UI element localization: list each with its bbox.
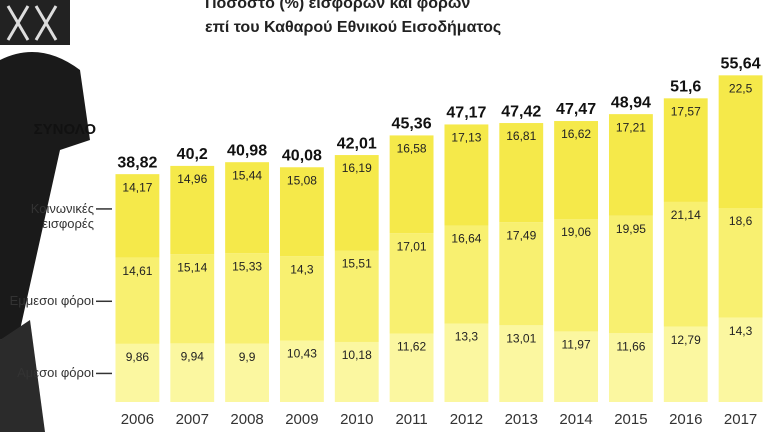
- value-label: 11,66: [616, 339, 645, 353]
- x-tick-label: 2012: [450, 411, 483, 428]
- total-value: 55,64: [721, 56, 761, 73]
- value-label: 16,62: [561, 127, 591, 141]
- value-label: 19,95: [616, 222, 646, 236]
- legend-label: Εμμεσοι φόροι: [8, 293, 94, 308]
- x-tick-label: 2017: [724, 411, 757, 428]
- value-label: 17,21: [616, 120, 646, 134]
- value-label: 14,3: [290, 262, 314, 276]
- value-label: 15,14: [177, 260, 207, 274]
- total-value: 38,82: [117, 154, 157, 171]
- value-label: 9,86: [126, 350, 150, 364]
- total-value: 40,08: [282, 147, 322, 164]
- x-tick-label: 2008: [230, 411, 263, 428]
- value-label: 14,61: [122, 264, 152, 278]
- total-value: 40,98: [227, 142, 267, 159]
- value-label: 13,3: [455, 330, 479, 344]
- x-tick-label: 2013: [505, 411, 538, 428]
- x-tick-label: 2016: [669, 411, 702, 428]
- value-label: 22,5: [729, 82, 753, 96]
- value-label: 11,62: [397, 340, 426, 354]
- value-label: 10,43: [287, 347, 317, 361]
- x-tick-label: 2015: [614, 411, 647, 428]
- value-label: 17,13: [451, 131, 481, 145]
- value-label: 15,08: [287, 173, 317, 187]
- value-label: 12,79: [671, 333, 701, 347]
- infographic: Ποσοστό (%) εισφορών και φόρων επί του Κ…: [0, 0, 768, 432]
- chart-title: Ποσοστό (%) εισφορών και φόρων: [205, 0, 470, 12]
- total-value: 47,42: [501, 103, 541, 120]
- value-label: 15,51: [342, 257, 372, 271]
- value-label: 11,97: [562, 338, 591, 352]
- value-label: 13,01: [506, 331, 536, 345]
- value-label: 19,06: [561, 225, 591, 239]
- x-tick-label: 2011: [395, 411, 427, 428]
- value-label: 17,01: [397, 239, 427, 253]
- value-label: 17,57: [671, 104, 701, 118]
- total-value: 51,6: [670, 79, 701, 96]
- value-label: 15,33: [232, 259, 262, 273]
- total-value: 45,36: [392, 116, 432, 133]
- total-value: 42,01: [337, 135, 377, 152]
- value-label: 16,81: [506, 129, 536, 143]
- value-label: 9,9: [239, 350, 256, 364]
- value-label: 16,58: [397, 142, 427, 156]
- value-label: 9,94: [181, 350, 205, 364]
- total-label: ΣΥΝΟΛΟ: [34, 121, 97, 138]
- chart: Ποσοστό (%) εισφορών και φόρων επί του Κ…: [0, 0, 768, 432]
- value-label: 16,19: [342, 161, 372, 175]
- legend-label: Αμεσοι φόροι: [8, 365, 94, 380]
- chart-subtitle: επί του Καθαρού Εθνικού Εισοδήματος: [205, 19, 501, 36]
- x-tick-label: 2007: [176, 411, 209, 428]
- value-label: 10,18: [342, 348, 372, 362]
- x-tick-label: 2009: [285, 411, 318, 428]
- value-label: 15,44: [232, 168, 262, 182]
- value-label: 17,49: [506, 228, 536, 242]
- x-tick-label: 2010: [340, 411, 373, 428]
- value-label: 21,14: [671, 208, 701, 222]
- value-label: 14,17: [122, 180, 152, 194]
- value-label: 18,6: [729, 214, 753, 228]
- value-label: 14,96: [177, 172, 207, 186]
- value-label: 16,64: [451, 232, 481, 246]
- total-value: 47,47: [556, 101, 596, 118]
- total-value: 40,2: [177, 146, 208, 163]
- x-tick-label: 2006: [121, 411, 154, 428]
- legend-label: Κοινωνικές εισφορές: [8, 201, 94, 231]
- value-label: 14,3: [729, 324, 753, 338]
- x-tick-label: 2014: [559, 411, 592, 428]
- total-value: 48,94: [611, 94, 651, 111]
- total-value: 47,17: [446, 105, 486, 122]
